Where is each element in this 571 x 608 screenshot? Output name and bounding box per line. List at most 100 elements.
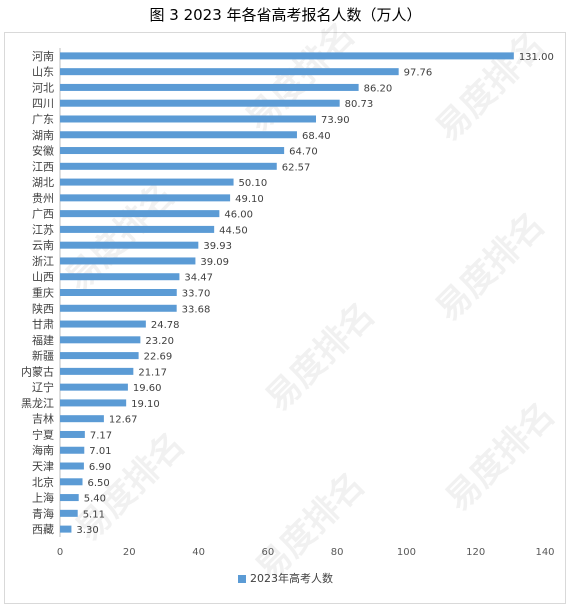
data-label: 73.90 [321,115,350,126]
data-label: 19.60 [133,383,162,394]
legend: 2023年高考人数 [0,570,571,586]
y-tick-label: 河北 [32,81,54,94]
bar [60,241,199,249]
data-label: 34.47 [184,273,213,284]
x-tick-label: 120 [466,547,485,558]
bar [60,320,146,328]
data-label: 22.69 [144,352,173,363]
data-label: 7.17 [90,430,112,441]
y-tick-label: 黑龙江 [21,397,54,410]
y-tick-label: 宁夏 [32,427,54,441]
y-tick-label: 贵州 [32,192,54,205]
x-tick-label: 80 [331,547,344,558]
y-tick-label: 上海 [32,491,54,505]
data-label: 46.00 [224,210,253,221]
data-label: 19.10 [131,399,160,410]
y-tick-label: 吉林 [32,412,54,426]
data-label: 7.01 [89,446,111,457]
data-label: 64.70 [289,147,318,158]
data-label: 6.90 [89,462,111,473]
bar [60,162,277,170]
data-label: 49.10 [235,194,264,205]
bar [60,399,127,407]
y-tick-label: 福建 [32,333,54,347]
data-label: 12.67 [109,415,138,426]
bar [60,257,196,265]
bar [60,178,234,186]
x-tick-label: 140 [535,547,554,558]
bar [60,68,399,76]
bar [60,494,79,502]
bar [60,194,231,202]
bar [60,52,514,60]
data-label: 39.93 [203,241,232,252]
y-tick-label: 北京 [32,475,54,489]
data-label: 39.09 [200,257,229,268]
data-label: 23.20 [145,336,174,347]
data-label: 5.11 [83,509,105,520]
bar [60,509,78,517]
y-tick-label: 浙江 [32,255,54,268]
data-label: 80.73 [345,99,374,110]
legend-label: 2023年高考人数 [250,572,333,585]
bar [60,352,139,360]
bar [60,99,340,107]
y-tick-label: 内蒙古 [21,364,54,378]
x-tick-label: 60 [261,547,274,558]
y-tick-label: 江苏 [32,223,54,236]
bar [60,336,141,344]
data-label: 68.40 [302,131,331,142]
y-tick-label: 天津 [32,460,54,473]
chart-frame [4,32,566,604]
bar [60,289,177,296]
y-tick-label: 四川 [32,97,54,110]
x-tick-label: 40 [192,547,205,558]
bar [60,462,84,470]
y-tick-label: 陕西 [32,301,54,315]
y-tick-label: 河南 [32,50,54,63]
bar [60,147,285,155]
legend-swatch [238,575,246,583]
y-tick-label: 广东 [32,113,54,126]
y-tick-label: 湖北 [32,176,54,189]
y-tick-label: 海南 [32,443,54,457]
data-label: 44.50 [219,225,248,236]
data-label: 5.40 [84,494,106,505]
data-label: 33.70 [182,289,211,300]
bar [60,131,297,139]
y-tick-label: 安徽 [32,144,54,158]
bar [60,83,359,91]
bar [60,415,104,423]
data-label: 6.50 [88,478,110,489]
data-label: 131.00 [519,52,554,63]
y-tick-label: 山东 [32,66,54,79]
data-label: 21.17 [138,367,167,378]
data-label: 24.78 [151,320,180,331]
data-label: 62.57 [282,162,311,173]
bar [60,478,83,486]
y-tick-label: 湖南 [32,129,54,142]
y-tick-label: 广西 [32,208,54,221]
y-tick-label: 青海 [32,506,54,520]
y-tick-label: 云南 [32,239,54,252]
y-tick-label: 重庆 [32,286,54,300]
y-tick-label: 新疆 [32,349,54,363]
chart-title: 图 3 2023 年各省高考报名人数（万人） [149,6,422,24]
bar [60,525,72,533]
bar [60,304,177,312]
x-tick-label: 0 [57,547,63,558]
x-tick-label: 100 [397,547,416,558]
x-tick-label: 20 [123,547,136,558]
bar [60,430,85,438]
data-label: 97.76 [404,68,433,79]
y-tick-label: 山西 [32,271,54,284]
y-tick-label: 江西 [32,160,54,173]
bar [60,273,180,281]
bar [60,210,220,218]
y-tick-label: 辽宁 [32,380,54,394]
data-label: 50.10 [239,178,268,189]
bar [60,446,85,454]
y-tick-label: 甘肃 [32,318,54,331]
bar [60,225,215,233]
